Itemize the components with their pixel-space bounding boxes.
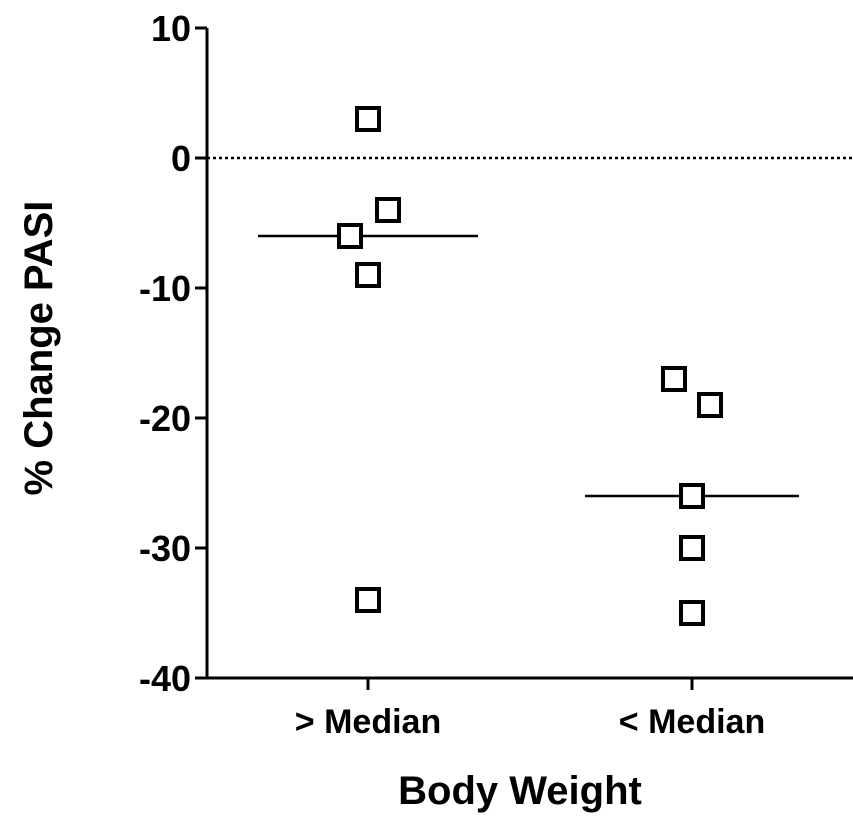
data-point [375,197,401,223]
x-tick-label: > Median [295,703,441,741]
y-tick-label: 0 [171,138,191,179]
data-point [661,366,687,392]
y-tick-label: -20 [139,398,191,439]
data-point [679,600,705,626]
data-point [337,223,363,249]
data-point [355,262,381,288]
y-axis-title: % Change PASI [17,201,61,496]
x-axis-title: Body Weight [398,769,642,813]
data-point [679,483,705,509]
x-tick-label: < Median [619,703,765,741]
y-tick-label: -30 [139,528,191,569]
y-tick-label: 10 [151,8,191,49]
data-points [337,106,723,626]
data-point [697,392,723,418]
axes: 10 0 -10 -20 -30 -40 > Median < Median [139,8,853,741]
data-point [355,587,381,613]
data-point [679,535,705,561]
labels: % Change PASI Body Weight [17,201,642,813]
y-tick-label: -40 [139,658,191,699]
median-lines [258,234,799,498]
y-tick-label: -10 [139,268,191,309]
data-point [355,106,381,132]
